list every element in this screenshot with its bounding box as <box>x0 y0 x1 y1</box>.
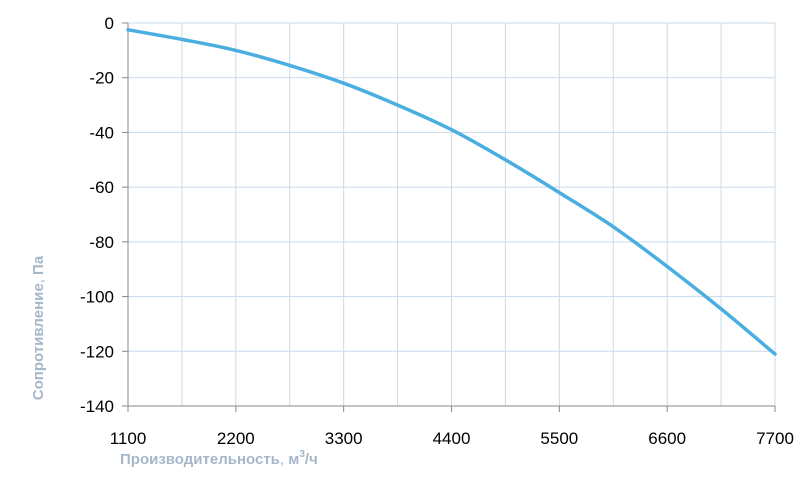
y-tick-label: -40 <box>89 123 114 142</box>
gridlines <box>128 22 776 406</box>
tick-labels: 0 -20 -40 -60 -80 -100 -120 -140 1100 2200 3300 440… <box>80 14 794 448</box>
series-line <box>126 28 777 356</box>
y-tick-label: -140 <box>80 397 114 416</box>
x-tick-label: 5500 <box>540 429 578 448</box>
y-tick-label: -60 <box>89 178 114 197</box>
x-tick-label: 2200 <box>217 429 255 448</box>
y-tick-label: 0 <box>105 14 114 33</box>
axes <box>122 22 776 412</box>
y-tick-label: -80 <box>89 233 114 252</box>
x-tick-label: 1100 <box>110 429 147 448</box>
y-tick-label: -100 <box>80 288 114 307</box>
y-tick-label: -20 <box>89 69 114 88</box>
x-tick-label: 4400 <box>433 429 471 448</box>
x-tick-label: 6600 <box>648 429 686 448</box>
y-tick-label: -120 <box>80 342 114 361</box>
x-axis-title: Производительность, м3/ч <box>120 449 318 468</box>
x-tick-label: 7700 <box>756 429 794 448</box>
x-tick-label: 3300 <box>325 429 363 448</box>
y-axis-title: Сопротивление, Па <box>30 255 47 400</box>
